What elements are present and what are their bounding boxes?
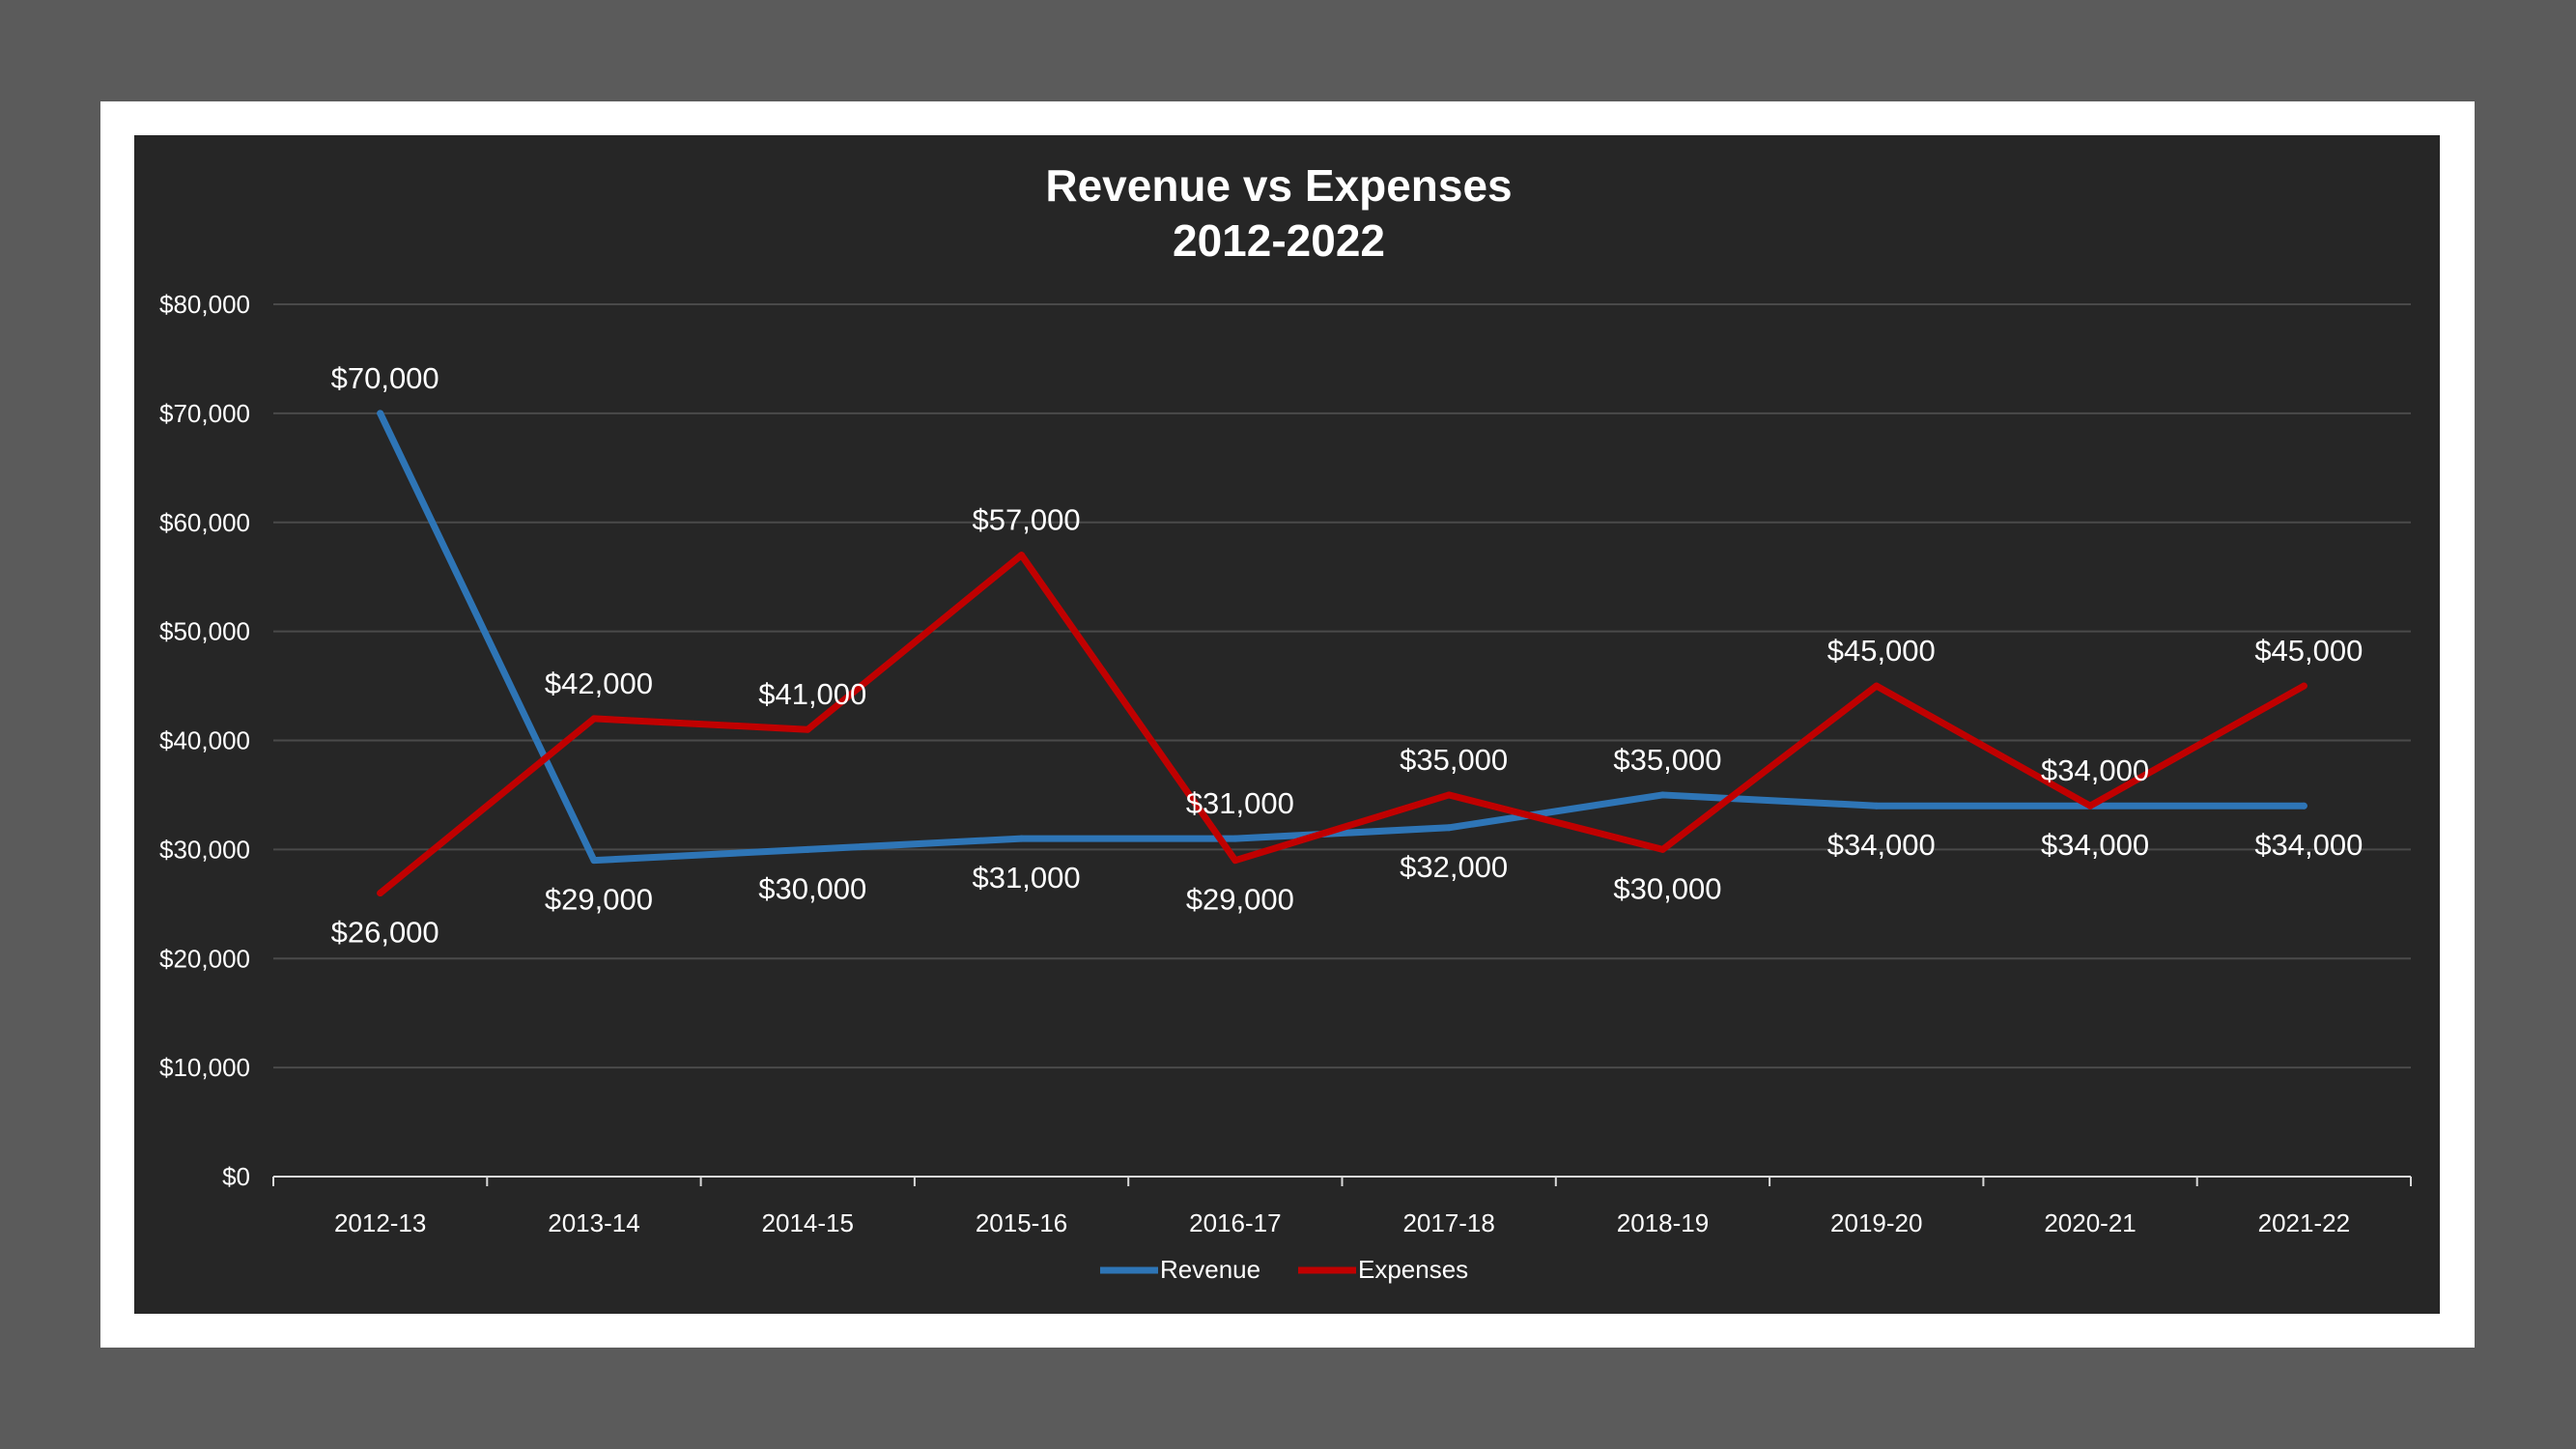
data-label: $34,000 (2041, 828, 2149, 862)
y-tick-label: $50,000 (159, 617, 250, 646)
x-tick-label: 2015-16 (976, 1208, 1067, 1237)
y-tick-label: $20,000 (159, 944, 250, 973)
data-point (1658, 845, 1666, 853)
line-chart: $0 $10,000 $20,000 $30,000 $40,000 $50,000 $60… (159, 160, 2412, 1284)
data-point (1445, 791, 1453, 799)
x-tick-label: 2016-17 (1189, 1208, 1281, 1237)
data-labels: $70,000 $29,000 $30,000 $31,000 $31,000 $32,0… (331, 361, 2364, 950)
data-point (590, 715, 598, 723)
chart-frame: $0 $10,000 $20,000 $30,000 $40,000 $50,000 $60… (100, 101, 2475, 1348)
data-point (1658, 791, 1666, 799)
x-tick-label: 2014-15 (762, 1208, 854, 1237)
data-point (1018, 835, 1026, 842)
x-tick-label: 2018-19 (1617, 1208, 1709, 1237)
y-tick-label: $0 (222, 1162, 250, 1191)
gridlines (273, 303, 2411, 1069)
data-label: $32,000 (1400, 850, 1508, 884)
legend: Revenue Expenses (1100, 1255, 1468, 1284)
series-lines (377, 410, 2307, 897)
data-label: $29,000 (1186, 883, 1294, 917)
series-line-expenses (377, 552, 2307, 897)
y-tick-label: $10,000 (159, 1053, 250, 1082)
data-label: $45,000 (2254, 634, 2363, 668)
y-tick-label: $60,000 (159, 508, 250, 537)
data-point (2300, 802, 2307, 810)
x-tick-label: 2021-22 (2258, 1208, 2350, 1237)
x-tick-label: 2020-21 (2044, 1208, 2136, 1237)
data-point (1873, 682, 1881, 690)
legend-item-revenue: Revenue (1100, 1255, 1260, 1284)
data-label: $42,000 (545, 667, 653, 700)
data-point (804, 725, 811, 733)
data-label: $31,000 (1186, 786, 1294, 820)
chart-subtitle: 2012-2022 (1173, 215, 1385, 266)
data-point (2086, 802, 2094, 810)
data-point (1231, 835, 1239, 842)
data-label: $35,000 (1400, 743, 1508, 777)
data-point (2300, 682, 2307, 690)
data-point (1231, 857, 1239, 865)
data-label: $26,000 (331, 916, 439, 950)
series-line-revenue (377, 410, 2307, 865)
data-label: $35,000 (1613, 743, 1721, 777)
data-label: $57,000 (973, 503, 1081, 537)
data-point (377, 890, 384, 897)
chart-title: Revenue vs Expenses (1045, 160, 1512, 211)
data-label: $41,000 (758, 677, 866, 711)
x-tick-label: 2019-20 (1830, 1208, 1922, 1237)
data-point (1018, 552, 1026, 559)
y-tick-label: $70,000 (159, 399, 250, 428)
x-tick-label: 2017-18 (1402, 1208, 1494, 1237)
y-tick-label: $80,000 (159, 290, 250, 319)
legend-label: Revenue (1160, 1255, 1260, 1284)
data-label: $34,000 (2041, 753, 2149, 787)
data-label: $70,000 (331, 361, 439, 395)
data-label: $31,000 (973, 861, 1081, 895)
data-label: $29,000 (545, 883, 653, 917)
data-point (1445, 824, 1453, 832)
data-point (1873, 802, 1881, 810)
y-tick-label: $30,000 (159, 835, 250, 864)
data-label: $34,000 (1827, 828, 1936, 862)
series-expenses (377, 552, 2307, 897)
axes: $0 $10,000 $20,000 $30,000 $40,000 $50,000 $60… (159, 290, 2412, 1237)
legend-item-expenses: Expenses (1298, 1255, 1468, 1284)
legend-label: Expenses (1358, 1255, 1468, 1284)
x-tick-label: 2012-13 (334, 1208, 426, 1237)
chart-area: $0 $10,000 $20,000 $30,000 $40,000 $50,000 $60… (134, 135, 2440, 1314)
data-point (377, 410, 384, 417)
data-point (804, 845, 811, 853)
data-label: $45,000 (1827, 634, 1936, 668)
data-label: $30,000 (758, 871, 866, 905)
x-tick-label: 2013-14 (548, 1208, 639, 1237)
data-label: $34,000 (2254, 828, 2363, 862)
data-label: $30,000 (1613, 871, 1721, 905)
y-tick-label: $40,000 (159, 726, 250, 755)
series-revenue (377, 410, 2307, 865)
data-point (590, 857, 598, 865)
